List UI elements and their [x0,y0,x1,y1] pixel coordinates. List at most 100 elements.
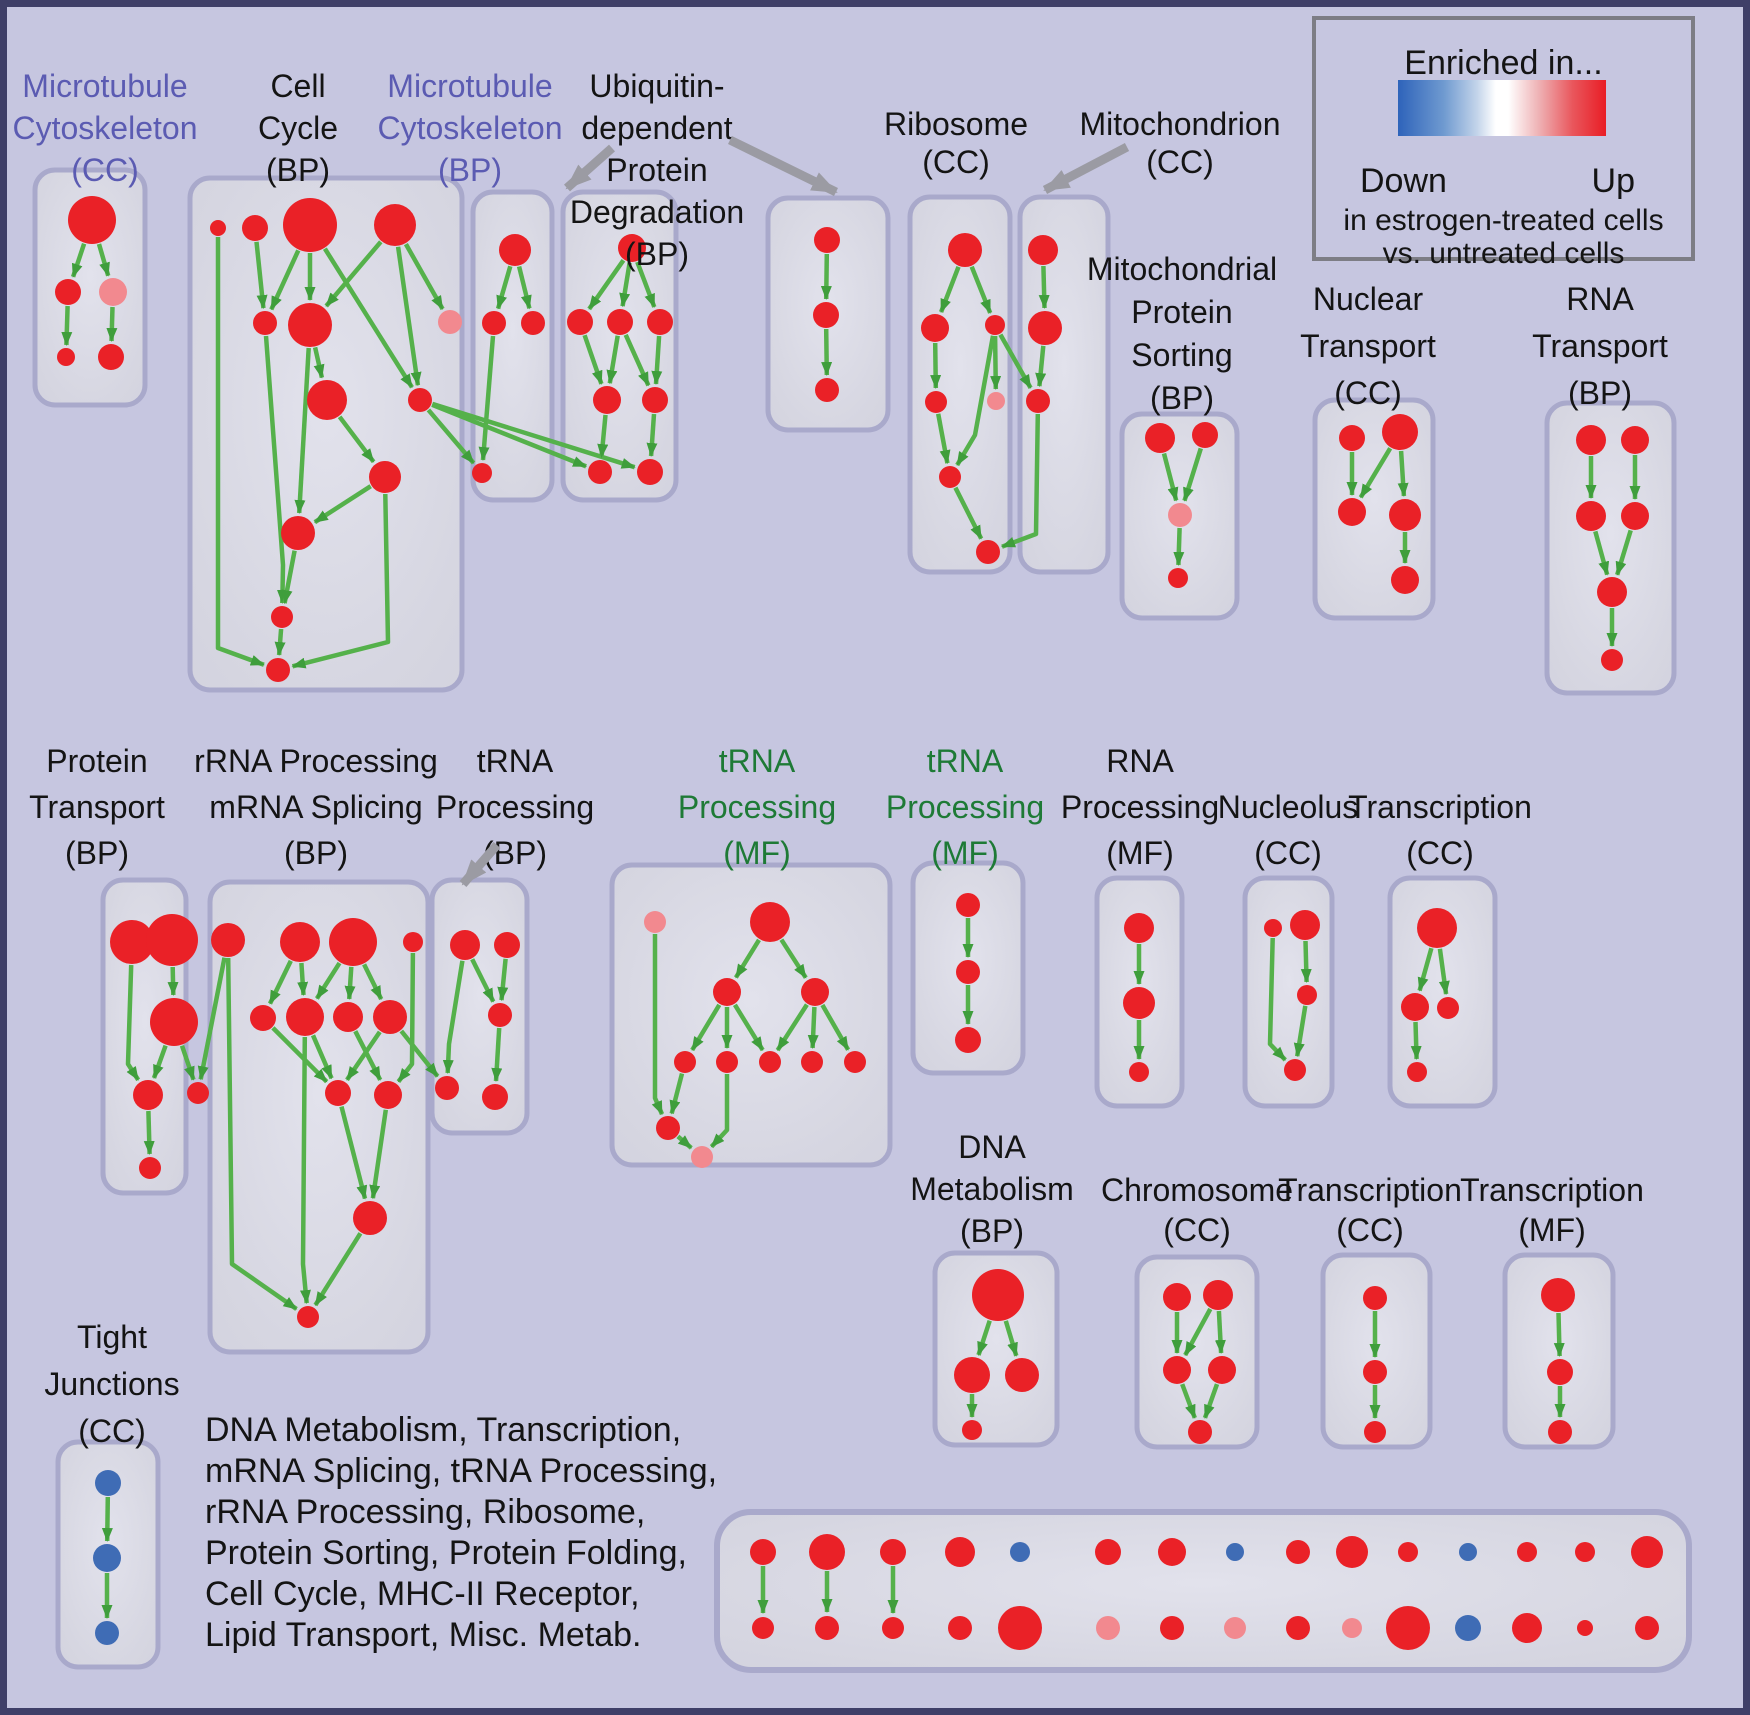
edge-e3-e5 [1180,1383,1197,1419]
node-d1 [972,1269,1024,1321]
edge-h1-h3 [779,938,808,979]
edge-r1-r2 [938,265,961,314]
node-e1 [1163,1283,1191,1311]
edge-g1-gb2 [225,957,298,1311]
cluster-label-ubiquitin-bp-line-1: Ubiquitin- [589,68,724,104]
node-s2 [1192,422,1218,448]
node-p5 [139,1157,161,1179]
edge-x2-x4 [1410,1021,1422,1060]
node-a4 [472,463,492,483]
node-cc5 [253,311,277,335]
edge-a1-a2 [495,265,513,310]
cluster-box-trna-processing-mf-1 [609,862,893,1168]
edge-cc3-cc8 [322,247,414,389]
edge-g1-g9 [197,957,227,1081]
node-uc1 [814,227,840,253]
cluster-label-rna-processing-mf-line-3: (MF) [1106,835,1174,871]
cluster-label-transcription-cc-1-line-1: Transcription [1348,789,1532,825]
node-gb2 [297,1306,319,1328]
node-g1 [211,923,245,957]
edge-a2-a4 [478,335,496,461]
node-u7 [588,460,612,484]
edge-g6-gb2 [299,1036,311,1305]
cluster-label-rrna-mrna-bp-line-3: (BP) [284,835,348,871]
cluster-box-misc-grid [714,1509,1692,1673]
cluster-label-trna-processing-bp-line-2: Processing [436,789,594,825]
edge-cc6-cc7 [312,346,325,379]
node-e4 [1208,1356,1236,1384]
edge-cc3-cc5 [269,249,301,311]
cluster-label-rna-transport-bp-line-2: Transport [1532,328,1668,364]
node-h2 [713,978,741,1006]
node-y1 [1541,1278,1575,1312]
legend-down-label: Down [1360,162,1447,200]
edge-uc1-uc2 [820,253,832,300]
edge-r3-r5 [990,335,1002,390]
edge-s1-s3 [1161,452,1179,502]
cluster-label-transcription-cc-2-line-1: Transcription [1278,1172,1462,1208]
grid-node-bottom-9 [1286,1616,1310,1640]
node-r1 [948,233,982,267]
node-s1 [1145,423,1175,453]
node-r2 [921,314,949,342]
edge-gb1-gb2 [313,1232,363,1307]
node-d2 [954,1357,990,1393]
grid-node-top-14 [1575,1542,1595,1562]
grid-node-top-8 [1226,1543,1244,1561]
grid-node-bottom-1 [752,1617,774,1639]
grid-node-top-4 [945,1537,975,1567]
node-u1 [618,234,646,262]
node-g7 [333,1002,363,1032]
node-h5 [716,1051,738,1073]
node-y2 [1547,1359,1573,1385]
node-w2 [1290,910,1320,940]
label-pointer-arrow-3 [1042,143,1130,194]
edge-g10-gb1 [339,1106,368,1200]
node-gb1 [353,1201,387,1235]
cluster-label-mito-protein-sorting-bp-line-3: Sorting [1131,337,1232,373]
node-a3 [521,311,545,335]
edge-p4-p5 [143,1110,155,1155]
node-g4 [403,932,423,952]
edge-rt3-rt5 [1593,530,1610,576]
edge-y1-y2 [1553,1312,1565,1357]
edge-g2-g6 [297,962,309,996]
node-p2 [146,914,198,966]
edge-n2-n3 [1358,447,1393,499]
node-s3 [1168,503,1192,527]
edge-g8-tb4 [399,1029,440,1078]
cluster-label-ubiquitin-bp-line-5: (BP) [625,236,689,272]
edge-g7-g11 [353,1030,383,1081]
edge-u3-u5 [606,335,620,385]
grid-node-bottom-14 [1577,1620,1593,1636]
note-line: Lipid Transport, Misc. Metab. [205,1616,642,1654]
legend-gradient-bar [1398,80,1606,136]
cluster-label-protein-transport-bp-line-2: Transport [29,789,165,825]
node-g2 [280,922,320,962]
cluster-label-mito-protein-sorting-bp-line-1: Mitochondrial [1087,251,1277,287]
cluster-label-ubiquitin-bp-line-2: dependent [581,110,732,146]
edge-p1-p4 [125,964,141,1082]
cluster-label-rrna-mrna-bp-line-1: rRNA Processing [194,743,438,779]
note-line: Cell Cycle, MHC-II Receptor, [205,1575,640,1613]
node-rt5 [1597,577,1627,607]
edge-h4-h9 [669,1073,685,1115]
node-k1 [956,893,980,917]
edge-uc2-uc3 [821,328,833,376]
edge-h1-h2 [733,938,761,979]
node-r5 [987,392,1005,410]
node-g11 [374,1081,402,1109]
cluster-label-microtubule-bp-line-1: Microtubule [387,68,552,104]
note-line: rRNA Processing, Ribosome, [205,1493,646,1531]
cluster-label-nucleolus-cc-line-1: Nucleolus [1218,789,1359,825]
edge-g8-g10 [345,1030,382,1082]
node-e2 [1203,1280,1233,1310]
edge-r3-mt3 [998,333,1033,390]
grid-node-bottom-7 [1160,1616,1184,1640]
edge-g3-g8 [362,963,384,1001]
cluster-label-ubiquitin-bp-line-4: Degradation [570,194,744,230]
node-h10 [691,1146,713,1168]
edge-u3-u6 [623,333,651,387]
node-cc9 [369,461,401,493]
cluster-label-rna-transport-bp-line-3: (BP) [1568,375,1632,411]
